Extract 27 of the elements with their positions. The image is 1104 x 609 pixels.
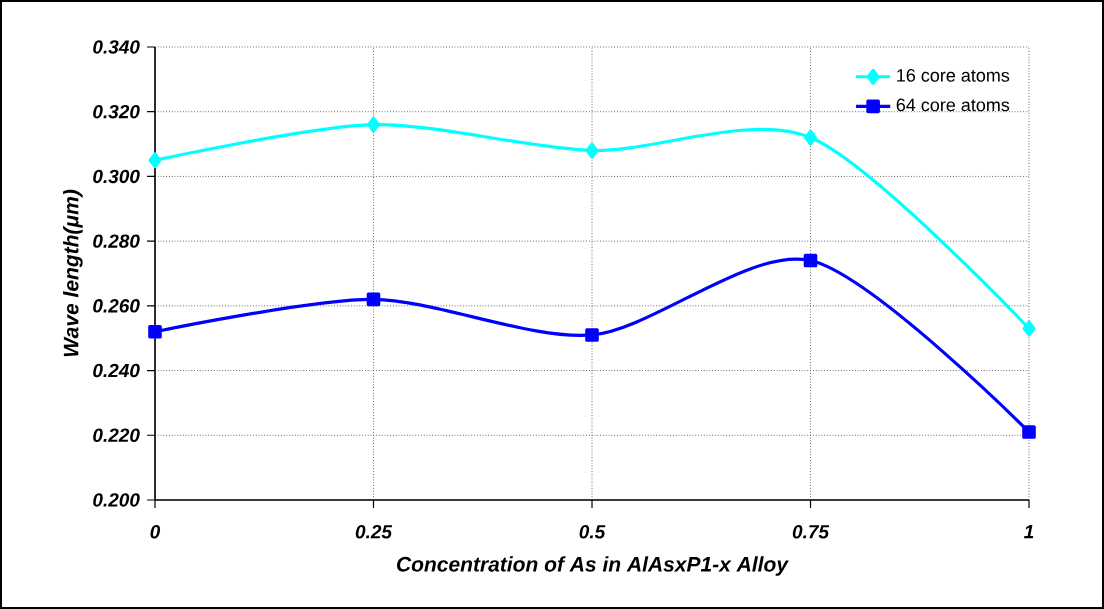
x-tick-label: 0	[150, 525, 161, 539]
y-tick-label: 0.240	[93, 363, 140, 378]
x-tick-label: 1	[1024, 525, 1034, 539]
point	[148, 152, 162, 169]
point	[585, 328, 599, 342]
y-tick-label: 0.300	[93, 169, 140, 184]
point	[148, 324, 162, 339]
point	[803, 253, 818, 268]
point	[1022, 425, 1036, 439]
x-axis-title: Concentration of As in AlAsxP1-x Alloy	[397, 556, 789, 576]
x-tick-label: 0.5	[579, 525, 606, 539]
y-tick-label: 0.220	[93, 428, 140, 442]
y-tick-label: 0.280	[93, 234, 140, 248]
y-axis-title: Wave length(μm)	[63, 189, 83, 357]
y-tick-label: 0.320	[93, 104, 140, 119]
point	[367, 116, 380, 133]
x-tick-label: 0.75	[792, 525, 830, 539]
x-tick-label: 0.25	[355, 525, 393, 539]
point	[366, 292, 381, 307]
legend-label: 16 core atoms	[897, 68, 1010, 82]
legend-label: 64 core atoms	[896, 98, 1010, 112]
point	[1022, 320, 1036, 337]
y-tick-label: 0.340	[93, 40, 140, 54]
y-tick-label: 0.200	[93, 493, 140, 507]
point	[804, 129, 817, 146]
point	[585, 142, 599, 159]
y-tick-label: 0.260	[93, 299, 140, 313]
